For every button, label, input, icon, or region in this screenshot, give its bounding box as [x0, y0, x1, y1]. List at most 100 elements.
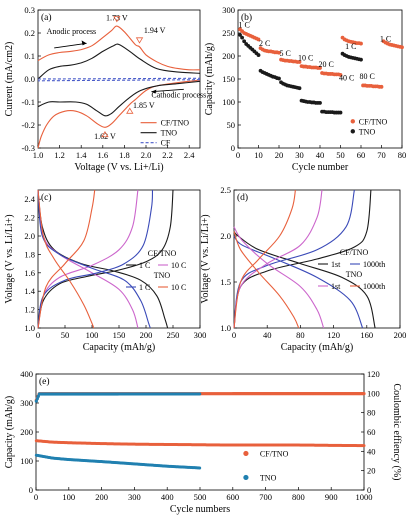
y-tick-label: 300: [222, 5, 235, 15]
plot-frame: [237, 9, 403, 149]
charge-curve: [37, 189, 96, 329]
legend-label: CF/TNO: [359, 117, 388, 126]
x-tick-label: 800: [292, 492, 305, 502]
peak-marker: [135, 37, 144, 44]
x-tick-label: 1.0: [33, 150, 44, 160]
data-point: [359, 57, 363, 62]
data-point: [338, 110, 343, 115]
y-tick-label: 100: [20, 456, 33, 466]
rate-label: 2 C: [259, 39, 270, 48]
charge-curve: [37, 189, 174, 329]
x-tick-label: 700: [259, 492, 272, 502]
y2-tick-label: 80: [367, 408, 376, 418]
panel-a: 1.0 1.2 1.4 1.6 1.8 2.0 2.2 2.4 0.3 0.2 0.1 0.0 -0.1…: [4, 5, 206, 173]
discharge-curve: [233, 231, 376, 329]
panel-label: (b): [241, 12, 252, 23]
x-tick-label: 70: [377, 150, 386, 160]
x-tick-label: 1.6: [97, 150, 108, 160]
panel-label: (d): [237, 192, 248, 203]
data-point: [277, 50, 281, 55]
arrow-head: [151, 89, 157, 94]
arrow-anodic: [54, 42, 87, 49]
data-point: [318, 101, 322, 105]
rate-label: 1 C: [380, 34, 391, 43]
y-tick-label: -0.1: [22, 97, 35, 107]
cv-anodic-2: [37, 77, 201, 80]
plot-frame: [35, 373, 365, 491]
data-point: [256, 37, 261, 42]
discharge-curve: [233, 235, 364, 329]
legend-label: CF/TNO: [260, 449, 289, 458]
x-tick-label: 2.4: [184, 150, 195, 160]
y-tick-label: 200: [222, 51, 235, 61]
peak-marker: [101, 130, 109, 138]
rate-label: 40 C: [339, 73, 354, 82]
x-tick-label: 1.8: [119, 150, 130, 160]
y-tick-label: 2.0: [24, 231, 35, 241]
y-tick-label: 0.2: [24, 28, 35, 38]
x-tick-label: 900: [325, 492, 338, 502]
x-tick-label: 50: [61, 330, 70, 340]
y-axis-label: Voltage (V vs. Li/Li+): [4, 214, 15, 303]
capacity-point: [198, 466, 202, 470]
y2-tick-label: 120: [367, 369, 380, 379]
y-tick-label: 400: [20, 369, 33, 379]
x-tick-label: 500: [194, 492, 207, 502]
x-tick-label: 40: [316, 150, 325, 160]
legend-label: 1000th: [363, 282, 385, 291]
legend-label: CF/TNO: [161, 119, 190, 128]
x-tick-label: 200: [394, 330, 407, 340]
data-point: [238, 32, 242, 37]
x-tick-label: 400: [161, 492, 174, 502]
panel-label: (e): [39, 376, 50, 387]
y-tick-label: 1.4: [24, 286, 35, 296]
panel-label: (c): [41, 192, 52, 203]
x-tick-label: 100: [62, 492, 75, 502]
legend-title: TNO: [154, 271, 171, 280]
y2-tick-label: 40: [367, 446, 376, 456]
rate-label: 1 C: [345, 42, 356, 51]
y-tick-label: 2.5: [220, 185, 231, 195]
y-tick-label: 2.2: [24, 213, 35, 223]
data-point: [379, 84, 384, 89]
legend-label: TNO: [161, 129, 178, 138]
legend-title: CF/TNO: [148, 249, 177, 258]
y2-tick-label: 100: [367, 388, 380, 398]
peak-marker: [113, 16, 121, 23]
x-tick-label: 250: [167, 330, 180, 340]
data-point: [338, 72, 343, 77]
discharge-curve: [37, 189, 139, 329]
legend-label: 10 C: [171, 283, 186, 292]
y-tick-label: 2.0: [220, 231, 231, 241]
legend-label: 1st: [331, 282, 341, 291]
x-tick-label: 0: [34, 492, 38, 502]
y-tick-label: 1.2: [24, 305, 35, 315]
discharge-curve: [37, 189, 169, 329]
charge-curve: [233, 189, 323, 329]
efficiency-point: [198, 392, 202, 396]
y2-tick-label: 20: [367, 466, 376, 476]
rate-label: 1 C: [238, 20, 249, 29]
y-tick-label: -0.3: [22, 143, 35, 153]
x-tick-label: 300: [194, 330, 207, 340]
x-tick-label: 2.0: [141, 150, 152, 160]
plot-frame: [37, 189, 201, 329]
legend-label: 1 C: [139, 261, 150, 270]
y-tick-label: 1.6: [24, 268, 35, 278]
x-tick-label: 160: [360, 330, 373, 340]
x-tick-label: 2.2: [162, 150, 173, 160]
x-tick-label: 600: [226, 492, 239, 502]
y-tick-label: 250: [222, 28, 235, 38]
annotation-peak: 1.94 V: [144, 26, 166, 35]
cv-cathodic-2: [37, 79, 201, 82]
rate-label: 10 C: [298, 54, 313, 63]
x-tick-label: 60: [357, 150, 366, 160]
y-tick-label: 0: [29, 485, 33, 495]
y-axis-label: Current (mA/cm2): [4, 42, 15, 117]
peak-marker: [126, 107, 134, 114]
discharge-curve: [37, 189, 95, 329]
x-tick-label: 100: [86, 330, 99, 340]
legend-label: 1000th: [363, 260, 385, 269]
x-tick-label: 80: [296, 330, 305, 340]
